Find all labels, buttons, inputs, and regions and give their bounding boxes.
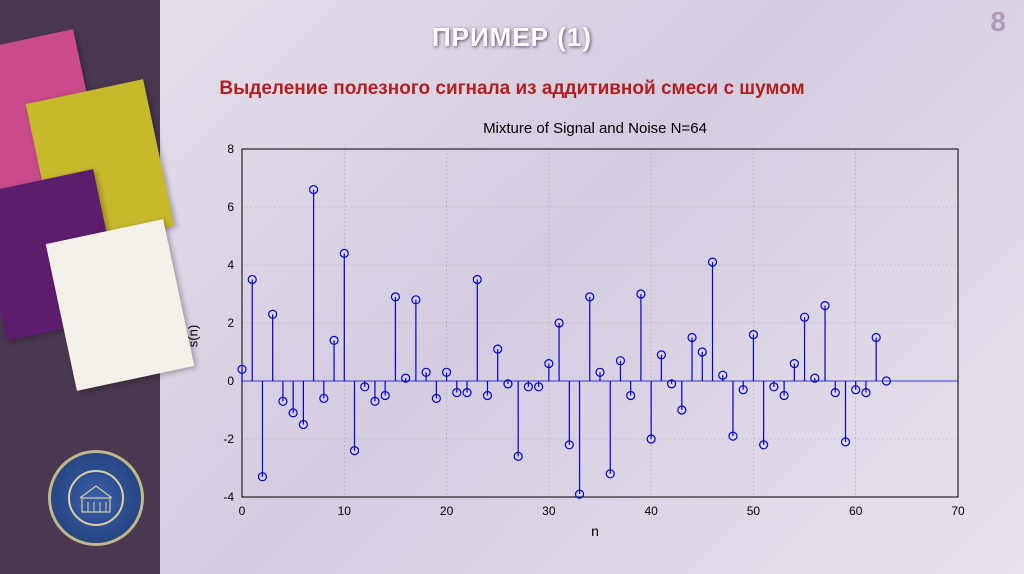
svg-text:60: 60: [849, 504, 863, 518]
svg-text:20: 20: [440, 504, 454, 518]
stem-plot-svg: 0 10 20 30 40 50 60 70 -4 -2 0 2 4 6 8: [200, 141, 970, 531]
svg-text:0: 0: [227, 374, 234, 388]
color-swatch: [46, 219, 195, 391]
svg-text:4: 4: [227, 258, 234, 272]
svg-text:2: 2: [227, 316, 234, 330]
svg-text:-4: -4: [223, 490, 234, 504]
chart-title: Mixture of Signal and Noise N=64: [200, 120, 990, 137]
stem-chart: Mixture of Signal and Noise N=64 s(n) 01…: [200, 120, 990, 560]
building-icon: [76, 478, 116, 518]
slide-subtitle: Выделение полезного сигнала из аддитивно…: [0, 78, 1024, 100]
svg-text:0: 0: [239, 504, 246, 518]
slide-title: ПРИМЕР (1): [0, 22, 1024, 53]
x-axis-label: n: [591, 523, 599, 539]
svg-text:8: 8: [227, 142, 234, 156]
svg-text:40: 40: [644, 504, 658, 518]
svg-text:30: 30: [542, 504, 556, 518]
university-logo: [48, 450, 144, 546]
svg-text:10: 10: [338, 504, 352, 518]
svg-text:70: 70: [951, 504, 965, 518]
y-axis-label: s(n): [186, 325, 201, 347]
svg-text:50: 50: [747, 504, 761, 518]
svg-text:6: 6: [227, 200, 234, 214]
svg-text:-2: -2: [223, 432, 234, 446]
